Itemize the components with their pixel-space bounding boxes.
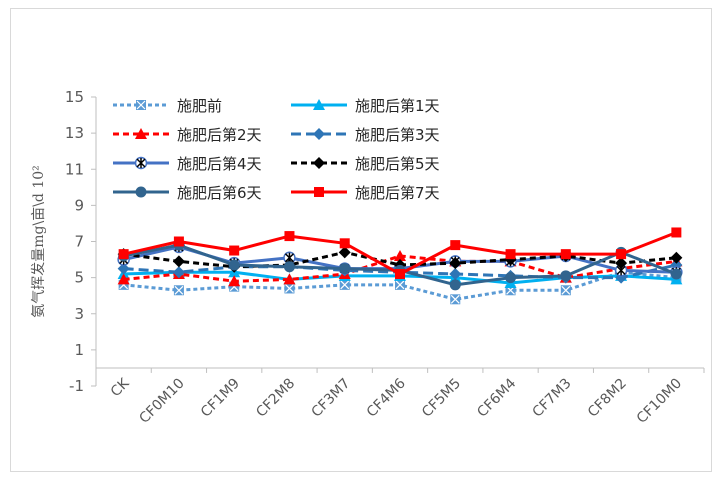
y-tick-label: 5 (74, 269, 84, 287)
data-point (671, 227, 682, 238)
legend-marker (313, 157, 325, 169)
x-tick-label: CF1M9 (198, 375, 243, 420)
y-axis-label: 氨气挥发量mg\亩\d 10² (30, 165, 47, 318)
data-point-cross (561, 285, 571, 295)
x-tick-label: CF7M3 (530, 375, 575, 420)
data-point (339, 238, 350, 249)
legend-marker-cross (136, 100, 146, 110)
data-point (615, 257, 628, 270)
legend-item: 施肥后第4天 (113, 155, 262, 173)
legend-item: 施肥后第2天 (113, 126, 262, 144)
legend-label: 施肥后第2天 (177, 126, 262, 144)
data-point-cross (450, 294, 460, 304)
data-point (395, 269, 405, 280)
y-tick-label: 7 (74, 233, 84, 251)
data-point (117, 262, 130, 275)
data-point-cross (340, 280, 350, 290)
data-point (228, 275, 241, 287)
data-point (560, 270, 572, 282)
y-tick-label: 1 (74, 341, 84, 359)
x-tick-label: CF5M5 (419, 375, 464, 420)
x-tick-label: CF3M7 (308, 375, 353, 420)
series-lines (117, 227, 683, 305)
data-point (284, 231, 295, 242)
x-tick-label: CK (108, 375, 133, 400)
x-tick-label: CF10M0 (634, 375, 685, 426)
legend-label: 施肥后第3天 (355, 126, 440, 144)
series-8 (118, 227, 682, 280)
data-point (228, 259, 240, 271)
data-point (560, 249, 571, 260)
x-tick-labels: CK CF0M10 CF1M9 CF2M8 CF3M7 CF4M6 CF5M5 CF6M4 CF… (108, 375, 685, 427)
legend-item: 施肥后第3天 (291, 126, 440, 144)
y-tick-label: -1 (69, 377, 84, 395)
legend-label: 施肥后第5天 (355, 155, 440, 173)
y-tick-label: 9 (74, 196, 84, 214)
legend-label: 施肥后第7天 (355, 184, 440, 202)
data-point (449, 268, 462, 281)
data-point (449, 257, 462, 270)
data-point (118, 249, 129, 260)
legend-label: 施肥后第4天 (177, 155, 262, 173)
legend-label: 施肥后第6天 (177, 184, 262, 202)
legend-marker (314, 187, 324, 197)
x-tick-label: CF0M10 (136, 375, 187, 426)
y-tick-label: 11 (65, 160, 84, 178)
legend-marker (313, 128, 325, 140)
series-line (123, 250, 677, 269)
y-tick-label: 15 (65, 88, 84, 106)
y-tick-label: 3 (74, 305, 84, 323)
legend-label: 施肥前 (177, 97, 222, 115)
data-point (670, 268, 682, 280)
legend-marker-star (136, 158, 146, 168)
legend-item: 施肥后第6天 (113, 184, 262, 202)
data-point (670, 258, 683, 271)
data-point (173, 236, 184, 247)
legend-item: 施肥前 (113, 97, 222, 115)
legend-item: 施肥后第1天 (291, 97, 440, 115)
data-point (172, 266, 185, 279)
data-point (450, 240, 461, 251)
axes (91, 96, 705, 387)
legend-marker (135, 186, 147, 198)
data-point (505, 272, 517, 284)
data-point (505, 249, 516, 260)
x-tick-label: CF8M2 (585, 375, 630, 420)
data-point (117, 273, 130, 285)
data-point-cross (174, 285, 184, 295)
data-point (172, 255, 185, 268)
data-point (616, 249, 627, 260)
x-tick-label: CF4M6 (364, 375, 409, 420)
x-tick-label: CF2M8 (253, 375, 298, 420)
data-point (339, 263, 351, 275)
data-point-cross (395, 280, 405, 290)
legend-marker (313, 99, 325, 110)
legend-marker (135, 128, 147, 139)
legend-item: 施肥后第5天 (291, 155, 440, 173)
data-point (283, 273, 296, 285)
chart-frame: -1 1 3 5 7 9 11 13 15 CK CF0M10 CF1M9 CF2M8 CF3M7 CF4… (10, 8, 712, 472)
data-point (670, 251, 683, 264)
y-tick-label: 13 (65, 124, 84, 142)
x-tick-label: CF6M4 (474, 375, 519, 420)
data-point (338, 246, 351, 259)
legend-item: 施肥后第7天 (291, 184, 440, 202)
legend-label: 施肥后第1天 (355, 97, 440, 115)
data-point (229, 245, 240, 256)
data-point-cross (285, 284, 294, 293)
data-point (449, 279, 461, 291)
data-point (394, 249, 406, 261)
data-point (283, 261, 295, 273)
